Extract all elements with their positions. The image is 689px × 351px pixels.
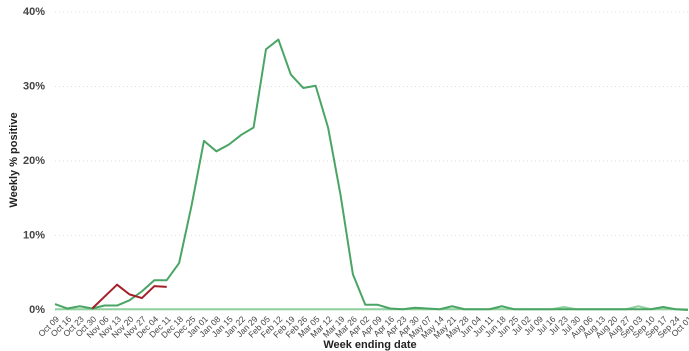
series-line [54, 38, 689, 311]
x-axis-title: Week ending date [323, 339, 416, 351]
y-tick-label: 30% [23, 80, 45, 92]
y-axis-title: Weekly % positive [8, 112, 20, 207]
y-tick-label: 20% [23, 155, 45, 167]
y-tick-label: 0% [29, 304, 45, 316]
series-line [91, 283, 167, 310]
y-tick-label: 40% [23, 6, 45, 18]
y-tick-label: 10% [23, 229, 45, 241]
